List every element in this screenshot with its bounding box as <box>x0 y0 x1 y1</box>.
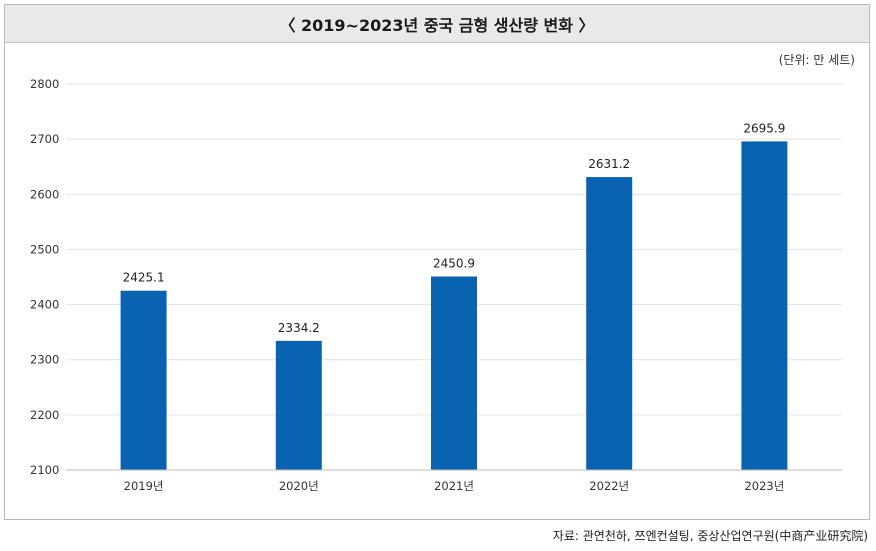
bars <box>120 141 788 470</box>
x-tick-label: 2020년 <box>279 479 319 493</box>
value-label: 2334.2 <box>278 321 320 335</box>
bar-2023년 <box>741 141 788 470</box>
y-tick-label: 2100 <box>30 463 59 477</box>
x-tick-label: 2022년 <box>589 479 629 493</box>
bar-2019년 <box>120 290 167 470</box>
y-tick-label: 2300 <box>30 353 59 367</box>
y-tick-label: 2800 <box>30 77 59 91</box>
y-tick-label: 2200 <box>30 408 59 422</box>
x-axis-ticks: 2019년 2020년 2021년 2022년 2023년 <box>124 479 785 493</box>
value-label: 2425.1 <box>123 271 165 285</box>
chart-title: 〈 2019~2023년 중국 금형 생산량 변화 〉 <box>5 5 869 43</box>
value-labels: 2425.1 2334.2 2450.9 2631.2 2695.9 <box>123 121 786 334</box>
value-label: 2631.2 <box>588 157 630 171</box>
source-note: 자료: 관연천하, 쯔엔컨설팅, 중상산업연구원(中商产业研究院) <box>552 529 868 543</box>
y-tick-label: 2500 <box>30 242 59 256</box>
value-label: 2450.9 <box>433 257 475 271</box>
x-tick-label: 2021년 <box>434 479 474 493</box>
x-tick-label: 2023년 <box>744 479 784 493</box>
bar-2020년 <box>275 340 322 470</box>
y-tick-label: 2400 <box>30 298 59 312</box>
y-tick-label: 2600 <box>30 187 59 201</box>
x-tick-label: 2019년 <box>124 479 164 493</box>
bar-2021년 <box>431 276 477 470</box>
unit-label: (단위: 만 세트) <box>778 53 855 67</box>
value-label: 2695.9 <box>743 121 785 135</box>
bar-2022년 <box>586 177 633 470</box>
y-axis-ticks: 2100 2200 2300 2400 2500 2600 2700 2800 <box>30 77 59 477</box>
y-tick-label: 2700 <box>30 132 59 146</box>
